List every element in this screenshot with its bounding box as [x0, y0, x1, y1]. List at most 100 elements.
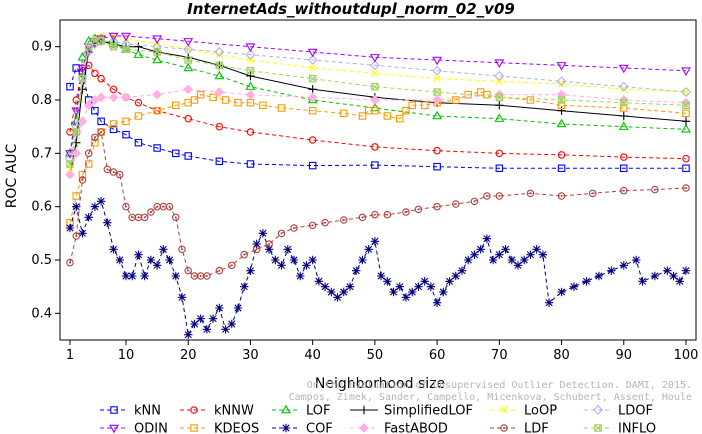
data-point-loop: [309, 64, 317, 72]
data-point-knn: [66, 82, 74, 91]
data-point-cof: [408, 287, 417, 297]
data-point-odin: [618, 64, 629, 74]
data-point-ldf: [557, 192, 566, 200]
data-point-cof: [90, 202, 100, 211]
x-tick-label: 40: [304, 348, 321, 363]
data-point-ldf-dot: [473, 200, 476, 203]
data-point-ldf-dot: [87, 152, 90, 155]
data-point-cof: [526, 250, 535, 259]
data-point-ldf: [66, 258, 74, 267]
data-point-ldf: [470, 197, 479, 206]
data-point-ldf-dot: [75, 235, 78, 237]
data-point-lof: [152, 54, 163, 64]
legend-marker-knnw: [190, 406, 198, 414]
data-point-inflo-x: [122, 45, 130, 53]
legend-marker-inflo: [594, 424, 602, 432]
data-point-lof: [65, 148, 75, 157]
data-point-odin: [108, 32, 119, 42]
data-point-cof: [457, 266, 467, 275]
data-point-kdeos: [153, 106, 161, 115]
y-tick-label: 0.8: [31, 93, 52, 108]
data-point-kdeos: [464, 90, 472, 99]
data-point-odin: [183, 38, 194, 47]
data-point-kdeos: [358, 112, 367, 120]
data-point-knn: [109, 125, 118, 134]
legend-item-odin: ODIN: [100, 422, 168, 434]
data-point-kdeos: [196, 90, 205, 99]
data-point-knnw: [215, 122, 224, 131]
data-point-knn: [122, 130, 130, 139]
data-point-inflo: [620, 98, 628, 107]
data-point-inflo: [557, 96, 566, 104]
data-point-cof: [277, 261, 286, 270]
data-point-inflo: [66, 160, 74, 168]
data-point-inflo: [109, 42, 118, 51]
legend-marker-knn: [110, 406, 118, 414]
data-point-ldf-dot: [280, 232, 283, 235]
data-point-cof: [339, 287, 348, 297]
legend-marker-inflo-x: [594, 424, 602, 432]
y-tick-label: 0.5: [31, 253, 52, 268]
data-point-knn: [172, 149, 180, 158]
legend-label-knn: kNN: [134, 404, 161, 419]
data-point-fastabod: [432, 95, 443, 105]
legend-marker-fastabod: [359, 423, 369, 433]
data-point-ldof: [307, 55, 318, 65]
legend-item-ldf: LDF: [490, 422, 549, 434]
data-point-inflo: [682, 101, 690, 110]
data-point-inflo-x: [109, 43, 118, 51]
series-knnw: [66, 61, 690, 163]
data-point-odin: [245, 43, 256, 52]
data-point-kdeos: [483, 90, 491, 99]
series-line-kdeos: [69, 91, 687, 223]
data-point-loop: [246, 56, 255, 64]
data-point-inflo: [153, 48, 161, 56]
data-point-cof: [495, 250, 504, 259]
legend-label-simplifiedlof: SimplifiedLOF: [384, 404, 473, 419]
data-point-odin: [369, 54, 380, 63]
legend-item-knn: kNN: [100, 404, 161, 419]
data-point-loop: [153, 40, 161, 48]
legend-marker-simplifiedlof: [359, 405, 369, 415]
data-point-inflo: [433, 88, 441, 96]
data-point-cof: [445, 277, 454, 286]
data-point-ldf: [682, 184, 690, 192]
data-point-cof: [401, 293, 411, 302]
data-point-ldf: [651, 185, 659, 194]
data-point-ldf-dot: [243, 253, 246, 256]
series-line-cof: [69, 200, 687, 337]
data-point-ldf-dot: [162, 205, 165, 208]
data-point-inflo: [371, 82, 379, 91]
data-point-ldf-dot: [125, 205, 127, 208]
legend-item-ldof: LDOF: [584, 404, 653, 419]
data-point-ldf: [358, 213, 367, 222]
data-point-knn: [308, 161, 317, 170]
data-point-fastabod: [71, 148, 82, 159]
data-point-ldf-dot: [685, 187, 687, 189]
data-point-inflo: [215, 61, 224, 70]
data-point-cof: [488, 255, 498, 265]
data-point-inflo-x: [72, 128, 80, 136]
data-point-ldf-dot: [205, 275, 208, 277]
data-point-kdeos: [340, 109, 348, 118]
data-point-cof: [289, 255, 299, 265]
data-point-fastabod: [96, 92, 107, 103]
data-point-cof: [65, 223, 75, 233]
data-point-kdeos: [122, 117, 130, 126]
x-tick-label: 10: [118, 348, 135, 363]
data-point-cof: [296, 271, 305, 281]
data-point-ldf: [240, 250, 248, 259]
data-point-ldf-dot: [311, 224, 314, 227]
data-point-knnw: [91, 69, 99, 78]
data-point-knn: [91, 106, 99, 115]
data-point-fastabod: [83, 100, 94, 111]
data-point-ldf: [290, 224, 298, 232]
data-point-ldf: [91, 133, 99, 142]
x-axis-label: Neighborhood size: [314, 376, 446, 392]
data-point-knn: [371, 161, 379, 169]
data-point-ldf-dot: [174, 216, 177, 219]
data-point-ldf: [97, 128, 105, 136]
data-point-ldf-dot: [255, 248, 258, 251]
data-point-kdeos: [72, 192, 80, 200]
series-ldf: [66, 128, 690, 280]
